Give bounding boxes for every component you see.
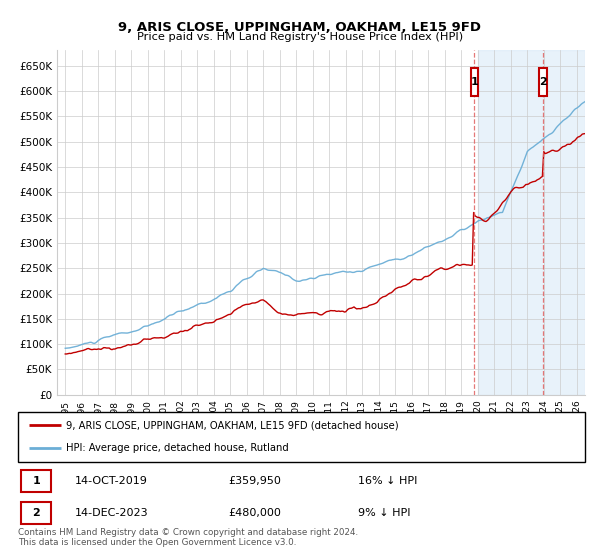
Bar <box>478 50 585 395</box>
Text: HPI: Average price, detached house, Rutland: HPI: Average price, detached house, Rutl… <box>66 444 289 454</box>
Text: 2: 2 <box>32 508 40 518</box>
Text: 14-OCT-2019: 14-OCT-2019 <box>75 476 148 486</box>
Bar <box>470 68 478 96</box>
Bar <box>22 470 51 492</box>
Text: £480,000: £480,000 <box>228 508 281 518</box>
Text: 9, ARIS CLOSE, UPPINGHAM, OAKHAM, LE15 9FD: 9, ARIS CLOSE, UPPINGHAM, OAKHAM, LE15 9… <box>119 21 482 34</box>
Bar <box>539 68 547 96</box>
Text: £359,950: £359,950 <box>228 476 281 486</box>
Text: Contains HM Land Registry data © Crown copyright and database right 2024.
This d: Contains HM Land Registry data © Crown c… <box>18 528 358 547</box>
Text: 2: 2 <box>539 77 547 87</box>
Text: 1: 1 <box>470 77 478 87</box>
Text: 9% ↓ HPI: 9% ↓ HPI <box>358 508 410 518</box>
Text: 9, ARIS CLOSE, UPPINGHAM, OAKHAM, LE15 9FD (detached house): 9, ARIS CLOSE, UPPINGHAM, OAKHAM, LE15 9… <box>66 420 399 430</box>
Text: 16% ↓ HPI: 16% ↓ HPI <box>358 476 418 486</box>
Text: Price paid vs. HM Land Registry's House Price Index (HPI): Price paid vs. HM Land Registry's House … <box>137 32 463 42</box>
Text: 1: 1 <box>32 476 40 486</box>
Bar <box>22 502 51 524</box>
Text: 14-DEC-2023: 14-DEC-2023 <box>75 508 148 518</box>
